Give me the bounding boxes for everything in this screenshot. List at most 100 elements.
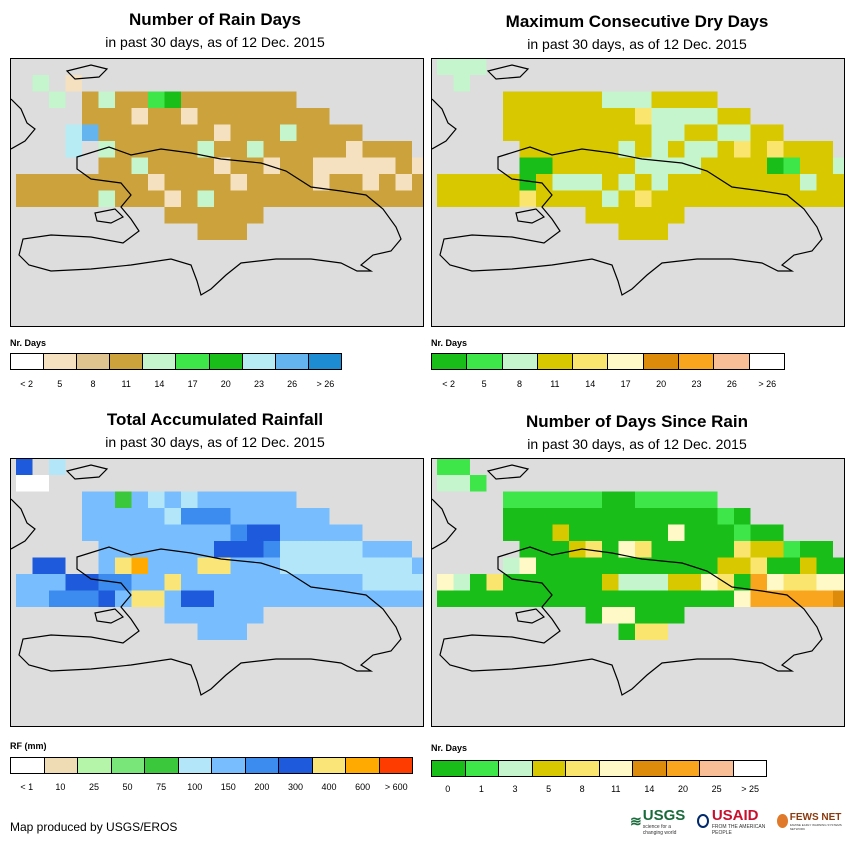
map-cell	[734, 590, 751, 607]
map-cell	[585, 607, 602, 624]
map-cell	[230, 174, 247, 191]
map-cell	[453, 590, 470, 607]
map-cell	[65, 174, 82, 191]
map-cell	[536, 524, 553, 541]
map-cell	[503, 590, 520, 607]
map-cell	[668, 541, 685, 558]
map-cell	[701, 574, 718, 591]
credit-text: Map produced by USGS/EROS	[10, 820, 178, 834]
map-cell	[717, 124, 734, 141]
map-cell	[329, 557, 346, 574]
map-cell	[362, 141, 379, 158]
gonave-outline	[515, 208, 546, 224]
map-cell	[313, 574, 330, 591]
map-cell	[313, 557, 330, 574]
map-cell	[635, 541, 652, 558]
map-cell	[98, 157, 115, 174]
map-cell	[602, 541, 619, 558]
map-cell	[569, 124, 586, 141]
map-cell	[65, 124, 82, 141]
legend-tick-label: 23	[691, 379, 702, 389]
map-cell	[635, 190, 652, 207]
map-cell	[470, 475, 487, 492]
map-cell	[197, 141, 214, 158]
map-cell	[329, 524, 346, 541]
map-cell	[148, 557, 165, 574]
map-cell	[701, 491, 718, 508]
map-cell	[635, 207, 652, 224]
legend-swatch	[209, 354, 243, 369]
map-cell	[247, 141, 264, 158]
map-cell	[552, 491, 569, 508]
legend-swatch	[77, 354, 111, 369]
map-cell	[618, 574, 635, 591]
map-cell	[82, 491, 99, 508]
map-cell	[115, 141, 132, 158]
map-cell	[131, 557, 148, 574]
panel-title: Total Accumulated Rainfall	[106, 410, 324, 429]
map-cell	[668, 557, 685, 574]
map-cell	[635, 524, 652, 541]
map-cell	[131, 508, 148, 525]
map-cell	[651, 108, 668, 125]
map-cell	[131, 541, 148, 558]
map-cell	[618, 623, 635, 640]
map-cell	[263, 524, 280, 541]
map-cell	[750, 190, 767, 207]
map-cell	[783, 174, 800, 191]
map-cell	[230, 590, 247, 607]
map-cell	[569, 508, 586, 525]
map-cell	[197, 508, 214, 525]
map-cell	[247, 157, 264, 174]
legend-bar	[10, 757, 413, 774]
map-cell	[618, 590, 635, 607]
map-days-since-rain[interactable]	[431, 458, 845, 727]
legend-swatch	[110, 354, 144, 369]
cuba-outline	[11, 498, 36, 550]
map-cell	[16, 190, 33, 207]
map-cell	[585, 190, 602, 207]
map-cell	[618, 157, 635, 174]
map-cell	[569, 541, 586, 558]
panel-title: Number of Days Since Rain	[525, 412, 748, 431]
legend-tick-label: 50	[122, 782, 133, 792]
map-cell	[668, 141, 685, 158]
legend-swatch	[346, 758, 380, 773]
map-cell	[635, 574, 652, 591]
map-cell	[214, 541, 231, 558]
map-cell	[263, 557, 280, 574]
map-cell	[263, 174, 280, 191]
map-total-rainfall[interactable]	[10, 458, 424, 727]
map-cell	[569, 491, 586, 508]
map-cell	[247, 190, 264, 207]
map-cell	[618, 524, 635, 541]
map-cell	[214, 157, 231, 174]
map-svg	[432, 459, 844, 696]
usgs-mark-icon: ≋	[630, 812, 642, 829]
map-cell	[602, 508, 619, 525]
map-cell	[585, 124, 602, 141]
map-cell	[585, 557, 602, 574]
legend-tick-label: 20	[656, 379, 667, 389]
map-cell	[668, 491, 685, 508]
map-cell	[734, 157, 751, 174]
map-cell	[651, 541, 668, 558]
map-cell	[412, 157, 423, 174]
map-cell	[651, 174, 668, 191]
map-cell	[164, 108, 181, 125]
map-cell	[767, 141, 784, 158]
legend-tick-label: 11	[611, 784, 621, 794]
legend-tick-label: 5	[57, 379, 63, 389]
legend-swatch	[499, 761, 533, 776]
map-dry-days[interactable]	[431, 58, 845, 327]
map-rain-days[interactable]	[10, 58, 424, 327]
map-cell	[503, 524, 520, 541]
map-cell	[181, 190, 198, 207]
map-cell	[519, 590, 536, 607]
map-cell	[329, 124, 346, 141]
map-cell	[280, 574, 297, 591]
map-cell	[296, 174, 313, 191]
legend-tick-label: 5	[546, 784, 552, 794]
map-cell	[470, 590, 487, 607]
map-cell	[717, 541, 734, 558]
